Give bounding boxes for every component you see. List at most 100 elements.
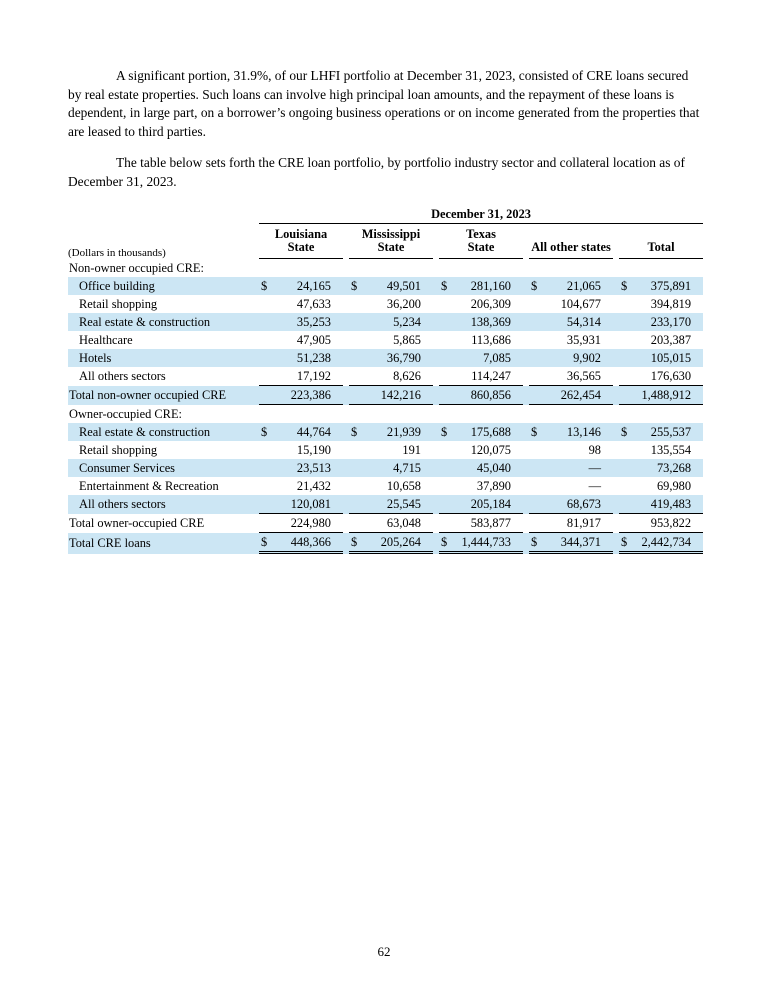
cell-value: 223,386 — [290, 387, 331, 402]
row-value-cell: — — [523, 477, 613, 495]
row-value-cell: 37,890 — [433, 477, 523, 495]
dollar-sign: $ — [351, 534, 358, 549]
cell-value: 51,238 — [296, 350, 331, 365]
cell-value: 281,160 — [470, 278, 511, 293]
column-header-all-other-states: All other states — [523, 224, 613, 260]
cell-value: 113,686 — [471, 332, 511, 347]
cell-value: 21,939 — [386, 424, 421, 439]
table-row: Hotels 51,238 36,790 7,085 9,902 105,015 — [68, 349, 704, 368]
row-value-cell: 120,075 — [433, 441, 523, 459]
row-value-cell: 205,184 — [433, 495, 523, 515]
row-label: Real estate & construction — [68, 423, 253, 442]
row-value-cell: $1,444,733 — [433, 533, 523, 555]
table-row: All others sectors 120,081 25,545 205,184 68… — [68, 495, 704, 515]
row-value-cell — [613, 405, 703, 423]
row-value-cell: $281,160 — [433, 277, 523, 296]
cell-value: 205,264 — [380, 534, 421, 549]
cell-value: 54,314 — [566, 314, 601, 329]
date-header-spacer — [68, 207, 253, 224]
row-value-cell: $344,371 — [523, 533, 613, 555]
cell-value: 583,877 — [470, 515, 511, 530]
cell-value: 344,371 — [560, 534, 601, 549]
row-value-cell: 191 — [343, 441, 433, 459]
cell-value: 21,065 — [566, 278, 601, 293]
cell-value: 44,764 — [296, 424, 331, 439]
dollar-sign: $ — [261, 278, 268, 293]
row-value-cell: 45,040 — [433, 459, 523, 478]
cell-value: 5,865 — [393, 332, 421, 347]
row-value-cell: $375,891 — [613, 277, 704, 296]
row-value-cell: $44,764 — [253, 423, 343, 442]
row-value-cell: 35,931 — [523, 331, 613, 349]
cell-value: 36,565 — [566, 368, 601, 383]
cell-value: 49,501 — [386, 278, 421, 293]
cell-value: 9,902 — [573, 350, 601, 365]
cell-value: 233,170 — [650, 314, 692, 329]
row-value-cell: $49,501 — [343, 277, 433, 296]
row-value-cell: 114,247 — [433, 367, 523, 387]
row-value-cell — [253, 259, 343, 277]
cell-value: 10,658 — [386, 478, 421, 493]
cell-value: 47,905 — [296, 332, 331, 347]
row-value-cell: $13,146 — [523, 423, 613, 442]
cell-value: 105,015 — [650, 350, 692, 365]
row-value-cell: 98 — [523, 441, 613, 459]
dollar-sign: $ — [441, 534, 448, 549]
row-value-cell — [523, 259, 613, 277]
row-value-cell: $21,939 — [343, 423, 433, 442]
section-label: Non-owner occupied CRE: — [69, 260, 204, 275]
row-value-cell: $24,165 — [253, 277, 343, 296]
row-label: Healthcare — [79, 332, 133, 347]
row-value-cell: — — [523, 459, 613, 478]
dollar-sign: $ — [351, 424, 358, 439]
cell-value: 262,454 — [560, 387, 601, 402]
row-label: Office building — [68, 277, 253, 296]
cre-loan-table: December 31, 2023 (Dollars in thousands)… — [68, 207, 704, 555]
cell-value: 255,537 — [650, 424, 692, 439]
cell-value: 375,891 — [650, 278, 692, 293]
cell-value: 35,931 — [566, 332, 601, 347]
cell-value: 98 — [588, 442, 601, 457]
row-label: Retail shopping — [79, 442, 158, 457]
table-row: Retail shopping 47,633 36,200 206,309 104,67… — [68, 295, 703, 313]
row-value-cell: 54,314 — [523, 313, 613, 332]
row-value-cell: 15,190 — [253, 441, 343, 459]
row-value-cell: 1,488,912 — [613, 386, 704, 406]
page-number: 62 — [377, 944, 391, 959]
cell-value: 176,630 — [650, 368, 692, 383]
row-value-cell: $175,688 — [433, 423, 523, 442]
cell-value: 448,366 — [290, 534, 331, 549]
row-value-cell: 4,715 — [343, 459, 433, 478]
row-value-cell: $205,264 — [343, 533, 433, 555]
row-value-cell: 68,673 — [523, 495, 613, 515]
cell-value: 36,790 — [386, 350, 421, 365]
table-row: Retail shopping 15,190 191 120,075 98 135,554 — [68, 441, 703, 459]
row-value-cell: 9,902 — [523, 349, 613, 368]
row-label: All others sectors — [68, 495, 253, 515]
table-row: Healthcare 47,905 5,865 113,686 35,931 203,38… — [68, 331, 703, 349]
table-row: Real estate & construction $44,764 $21,939… — [68, 423, 704, 442]
row-value-cell: 583,877 — [433, 514, 523, 534]
cell-value: 25,545 — [386, 496, 421, 511]
cell-value: 1,444,733 — [461, 534, 511, 549]
row-value-cell: 10,658 — [343, 477, 433, 495]
row-label: Hotels — [68, 349, 253, 368]
row-value-cell: 8,626 — [343, 367, 433, 387]
column-header-mississippi: Mississippi State — [343, 224, 433, 260]
row-label: Total owner-occupied CRE — [69, 516, 205, 531]
cell-value: 120,081 — [290, 496, 331, 511]
dollar-sign: $ — [441, 424, 448, 439]
cell-value: 63,048 — [386, 515, 421, 530]
cell-value: 224,980 — [290, 515, 331, 530]
table-column-header-row: (Dollars in thousands) Louisiana State M… — [68, 224, 704, 260]
cell-value: 138,369 — [470, 314, 511, 329]
table-row: Office building $24,165 $49,501 $281,160 $21… — [68, 277, 704, 296]
cell-value: 7,085 — [483, 350, 511, 365]
dollar-sign: $ — [261, 534, 268, 549]
cell-value: — — [588, 478, 601, 493]
cell-value: 23,513 — [296, 460, 331, 475]
column-header-total: Total — [613, 224, 704, 260]
row-value-cell: 203,387 — [613, 331, 703, 349]
cell-value: 8,626 — [393, 368, 421, 383]
